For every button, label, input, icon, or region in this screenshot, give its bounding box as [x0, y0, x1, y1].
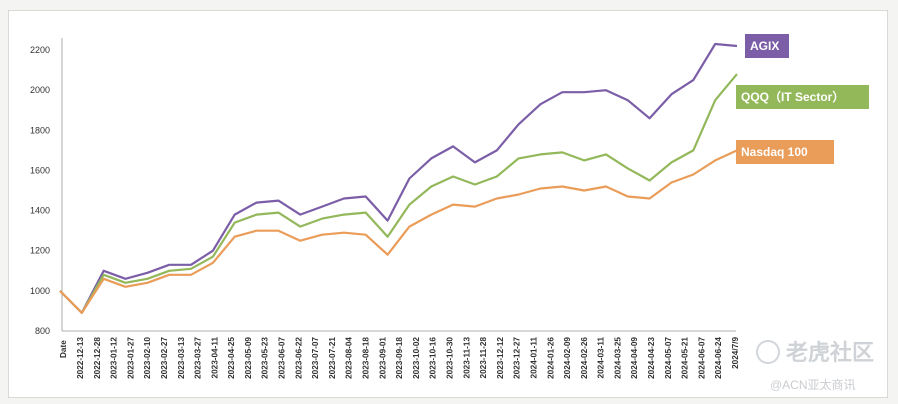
x-tick-label: 2024-02-09 — [563, 337, 572, 379]
y-tick-label: 1000 — [30, 286, 50, 296]
y-tick-label: 1800 — [30, 125, 50, 135]
x-tick-label: 2023-11-13 — [462, 337, 471, 379]
x-ticks: Date 2022-12-13 2022-12-28 2023-01-12 2023-0… — [59, 337, 740, 379]
x-tick-label: 2023-06-07 — [278, 337, 287, 379]
x-tick-label: 2024-06-24 — [714, 337, 723, 379]
y-tick-label: 2000 — [30, 85, 50, 95]
x-tick-label: 2023-11-28 — [479, 337, 488, 379]
x-tick-label: 2023-04-11 — [210, 337, 219, 379]
x-tick-label: 2022-12-13 — [76, 337, 85, 379]
x-tick-label: 2023-03-27 — [194, 337, 203, 379]
y-tick-label: 1600 — [30, 165, 50, 175]
x-tick-label: 2023-03-13 — [177, 337, 186, 379]
x-tick-label: 2023-02-27 — [160, 337, 169, 379]
x-tick-label: 2023-01-12 — [110, 337, 119, 379]
watermark-brand: 老虎社区 — [785, 340, 874, 365]
series-label: AGIX — [750, 39, 779, 53]
series-line-0 — [59, 42, 738, 314]
x-tick-label: 2023-10-30 — [445, 337, 454, 379]
x-tick-label: 2023-12-12 — [496, 337, 505, 379]
x-tick-label: 2024-04-09 — [630, 337, 639, 379]
y-tick-label: 1200 — [30, 246, 50, 256]
series-label: QQQ（IT Sector） — [741, 89, 844, 104]
x-tick-label: 2023-05-23 — [261, 337, 270, 379]
series-line-1 — [59, 73, 738, 314]
x-tick-label: 2023-10-16 — [429, 337, 438, 379]
x-tick-label: 2023-07-07 — [311, 337, 320, 379]
series-lines — [59, 42, 738, 314]
y-tick-label: 800 — [35, 326, 50, 336]
x-tick-label: 2023-08-18 — [362, 337, 371, 379]
x-tick-label: 2023-06-22 — [294, 337, 303, 379]
x-tick-label: 2023-07-21 — [328, 337, 337, 379]
series-label-box — [736, 140, 834, 164]
x-tick-label: 2024-04-23 — [647, 337, 656, 379]
y-tick-label: 1400 — [30, 206, 50, 216]
watermark: 老虎社区 @ACN亚太商讯 — [756, 340, 874, 392]
x-tick-label: 2023-02-10 — [143, 337, 152, 379]
watermark-handle: @ACN亚太商讯 — [770, 377, 856, 392]
y-ticks: 800 1000 1200 1400 1600 1800 2000 2200 — [30, 45, 50, 336]
x-tick-label: 2024-03-11 — [597, 337, 606, 379]
x-tick-label: 2022-12-28 — [93, 337, 102, 379]
x-tick-label: 2023-09-01 — [378, 337, 387, 379]
series-label: Nasdaq 100 — [741, 145, 808, 159]
x-tick-label: 2024-06-07 — [697, 337, 706, 379]
watermark-logo-icon — [756, 340, 780, 364]
x-tick-label: 2024-01-26 — [546, 337, 555, 379]
series-label-box — [745, 34, 789, 58]
y-tick-label: 2200 — [30, 45, 50, 55]
x-tick-label: 2024-02-26 — [580, 337, 589, 379]
series-label-box — [736, 85, 869, 109]
chart-frame — [8, 10, 888, 398]
x-tick-label: 2024/7/9 — [731, 337, 740, 369]
x-tick-label: 2024-03-25 — [613, 337, 622, 379]
x-tick-label: 2024-05-21 — [681, 337, 690, 379]
x-tick-label: 2023-12-27 — [513, 337, 522, 379]
x-tick-label: 2023-04-25 — [227, 337, 236, 379]
x-tick-label: 2023-10-02 — [412, 337, 421, 379]
x-tick-label: 2023-08-04 — [345, 337, 354, 379]
x-tick-label: 2024-01-11 — [529, 337, 538, 379]
x-axis-title: Date — [59, 340, 68, 358]
series-line-2 — [59, 149, 738, 314]
x-tick-label: 2023-01-27 — [126, 337, 135, 379]
x-tick-label: 2023-05-09 — [244, 337, 253, 379]
series-labels: AGIX QQQ（IT Sector） Nasdaq 100 — [736, 34, 869, 164]
x-tick-label: 2023-09-18 — [395, 337, 404, 379]
x-tick-label: 2024-05-07 — [664, 337, 673, 379]
